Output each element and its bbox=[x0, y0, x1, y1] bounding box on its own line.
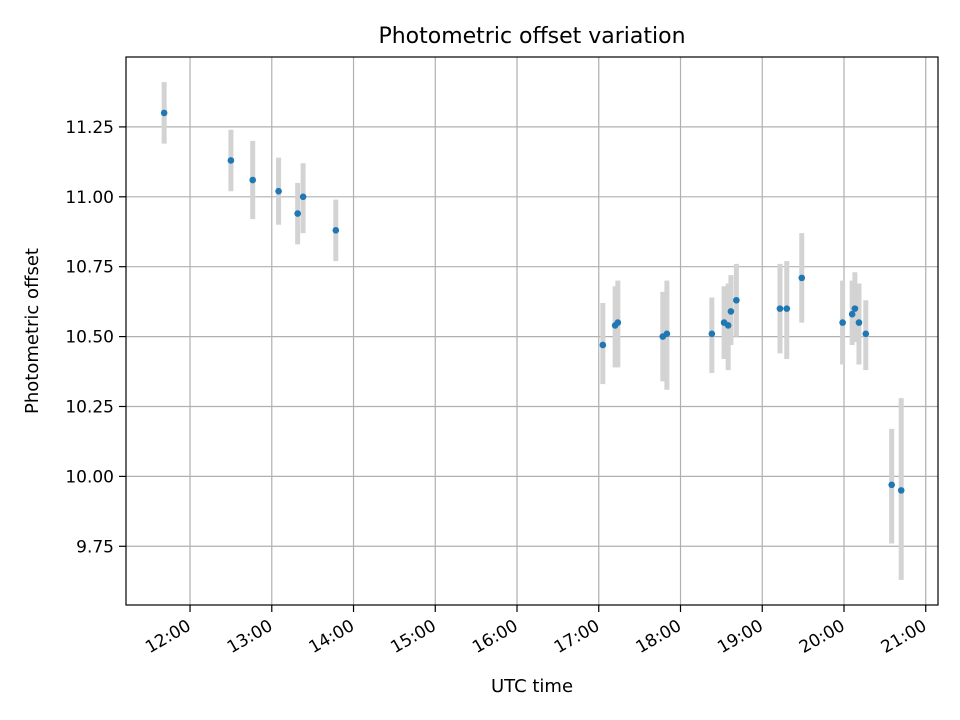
data-point bbox=[275, 187, 282, 195]
x-axis-label: UTC time bbox=[491, 676, 573, 697]
y-tick-label: 10.75 bbox=[65, 258, 114, 278]
data-point bbox=[227, 157, 235, 164]
y-tick-label: 10.25 bbox=[65, 397, 114, 417]
data-point bbox=[839, 319, 846, 326]
data-point bbox=[663, 330, 671, 338]
data-point bbox=[332, 227, 340, 234]
data-point bbox=[708, 330, 716, 338]
data-point bbox=[888, 481, 895, 489]
data-point bbox=[299, 193, 307, 201]
plot-frame bbox=[125, 56, 939, 606]
y-grid bbox=[126, 126, 938, 547]
data-point bbox=[727, 308, 735, 315]
data-points bbox=[160, 109, 905, 494]
data-point bbox=[798, 274, 806, 282]
y-tick-label: 10.00 bbox=[65, 467, 114, 487]
data-point bbox=[724, 322, 732, 329]
data-point bbox=[599, 341, 607, 349]
x-grid bbox=[189, 57, 927, 605]
chart-title: Photometric offset variation bbox=[378, 24, 685, 49]
plot-area bbox=[126, 57, 938, 605]
data-point bbox=[160, 109, 168, 117]
y-tick-label: 9.75 bbox=[76, 537, 114, 557]
data-point bbox=[783, 305, 791, 312]
data-point bbox=[862, 330, 870, 338]
y-tick-label: 10.50 bbox=[65, 328, 114, 348]
data-point bbox=[614, 319, 622, 326]
data-point bbox=[897, 487, 905, 494]
data-point bbox=[294, 210, 301, 217]
y-tick-label: 11.25 bbox=[65, 118, 114, 138]
data-point bbox=[848, 310, 856, 318]
data-point bbox=[249, 176, 257, 184]
data-point bbox=[855, 319, 863, 326]
y-axis-label: Photometric offset bbox=[22, 248, 43, 414]
data-point bbox=[733, 296, 740, 304]
y-axis-ticks: 9.75 10.00 10.25 10.50 10.75 11.00 11.25 bbox=[65, 118, 126, 557]
data-point bbox=[851, 305, 859, 312]
y-tick-label: 11.00 bbox=[65, 188, 114, 208]
data-point bbox=[776, 305, 784, 312]
